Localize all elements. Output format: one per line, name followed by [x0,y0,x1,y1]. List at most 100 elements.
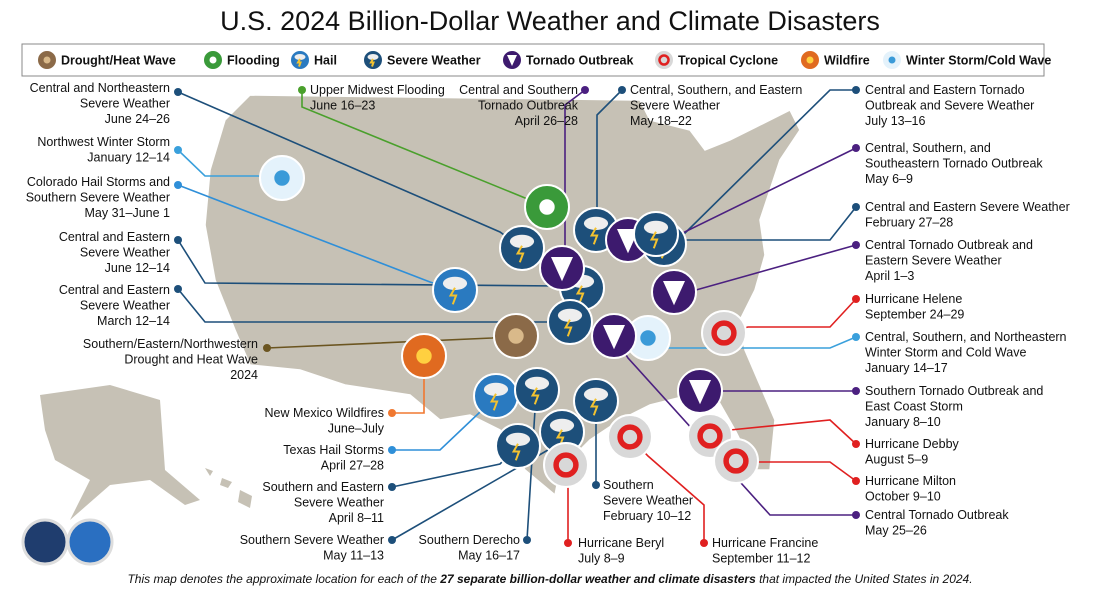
footer: This map denotes the approximate locatio… [127,572,972,586]
hazard-glyph [43,56,51,64]
event-label: Southern and Eastern [262,480,384,494]
leader-dot [852,203,860,211]
legend-label: Hail [314,54,337,68]
hazard-glyph [369,58,375,67]
leader-dot [852,86,860,94]
event-label: Northwest Winter Storm [37,135,170,149]
event-label: Southern Tornado Outbreak and [865,384,1043,398]
hazard-glyph [549,418,575,432]
hazard-glyph [589,227,599,245]
hazard-glyph [551,257,573,282]
hazard-glyph [617,424,643,450]
event-label: Hurricane Milton [865,474,956,488]
hazard-glyph [555,429,565,447]
event-label: Severe Weather [603,494,693,508]
event-label: Central Tornado Outbreak [865,508,1009,522]
legend-label: Wildfire [824,54,870,68]
event-label: Severe Weather [80,97,170,111]
hazard-icon [607,414,653,460]
leader-dot [174,181,182,189]
leader-dot [852,295,860,303]
leader-dot [592,481,600,489]
leader-dot [581,86,589,94]
map [21,94,801,566]
title: U.S. 2024 Billion-Dollar Weather and Cli… [220,6,880,36]
hazard-glyph [583,216,609,230]
event-label: March 12–14 [97,314,170,328]
event-label: Texas Hail Storms [283,443,384,457]
hazard-glyph [663,281,685,306]
event-label: Drought and Heat Wave [124,353,258,367]
event-label: January 14–17 [865,361,948,375]
hazard-icon [473,373,519,419]
event-label: April 8–11 [329,511,384,525]
leader-dot [174,285,182,293]
event-label: May 16–17 [458,549,520,563]
event-label: Central and Southern [459,83,578,97]
leader-dot [852,144,860,152]
event-label: October 9–10 [865,490,941,504]
event-label: Hurricane Helene [865,292,962,306]
footer-text: that impacted the United States in 2024. [756,572,973,586]
hazard-glyph [508,328,524,344]
event-label: Hurricane Debby [865,437,960,451]
event-label: May 11–13 [323,549,384,563]
hazard-glyph [509,234,535,248]
leader-dot [174,88,182,96]
hazard-icon [495,423,541,469]
hazard-icon [633,211,679,257]
event-label: September 24–29 [865,308,964,322]
event-label: Central, Southern, and Eastern [630,83,802,97]
legend-label: Drought/Heat Wave [61,54,176,68]
event-label: Southern [603,478,654,492]
event-label: East Coast Storm [865,400,963,414]
leader-dot [174,146,182,154]
event-label: April 1–3 [865,269,914,283]
hazard-glyph [416,348,432,364]
event-label: Hurricane Beryl [578,536,664,550]
event-label: Southern/Eastern/Northwestern [83,337,258,351]
event-label: Southern Severe Weather [240,533,384,547]
hazard-glyph [603,325,625,350]
footer-emphasis: 27 separate billion-dollar weather and c… [439,572,756,586]
event-label: May 18–22 [630,114,692,128]
hazard-glyph [294,54,306,60]
hazard-glyph [553,452,579,478]
hazard-glyph [511,443,521,461]
event-label: Central and Eastern [59,230,170,244]
event-label: July 8–9 [578,552,625,566]
leader-dot [852,477,860,485]
hazard-icon [432,267,478,313]
event-label: August 5–9 [865,453,928,467]
footer-text: This map denotes the approximate locatio… [127,572,440,586]
hazard-icon [701,310,747,356]
hazard-glyph [583,387,609,401]
event-label: Central, Southern, and [865,141,991,155]
legend-label: Winter Storm/Cold Wave [906,54,1051,68]
event-label: January 12–14 [87,151,170,165]
hazard-glyph [296,58,302,67]
contiguous-us [204,94,801,497]
commerce-seal [21,518,69,566]
legend-label: Tornado Outbreak [526,54,633,68]
hazard-glyph [589,398,599,416]
event-label: Southern Derecho [419,533,521,547]
hazard-glyph [806,56,814,64]
event-label: Upper Midwest Flooding [310,83,445,97]
event-label: April 26–28 [515,114,578,128]
hazard-icon [713,438,759,484]
leader-dot [174,236,182,244]
event-label: New Mexico Wildfires [265,406,384,420]
event-label: Winter Storm and Cold Wave [865,346,1026,360]
event-label: September 11–12 [712,552,810,566]
hazard-glyph [557,308,583,322]
legend-label: Flooding [227,54,280,68]
leader-dot [523,536,531,544]
hazard-glyph [563,319,573,337]
event-label: July 13–16 [865,114,926,128]
event-label: Severe Weather [294,496,384,510]
event-label: May 31–June 1 [85,206,171,220]
leader-dot [852,511,860,519]
hazard-glyph [539,199,555,215]
